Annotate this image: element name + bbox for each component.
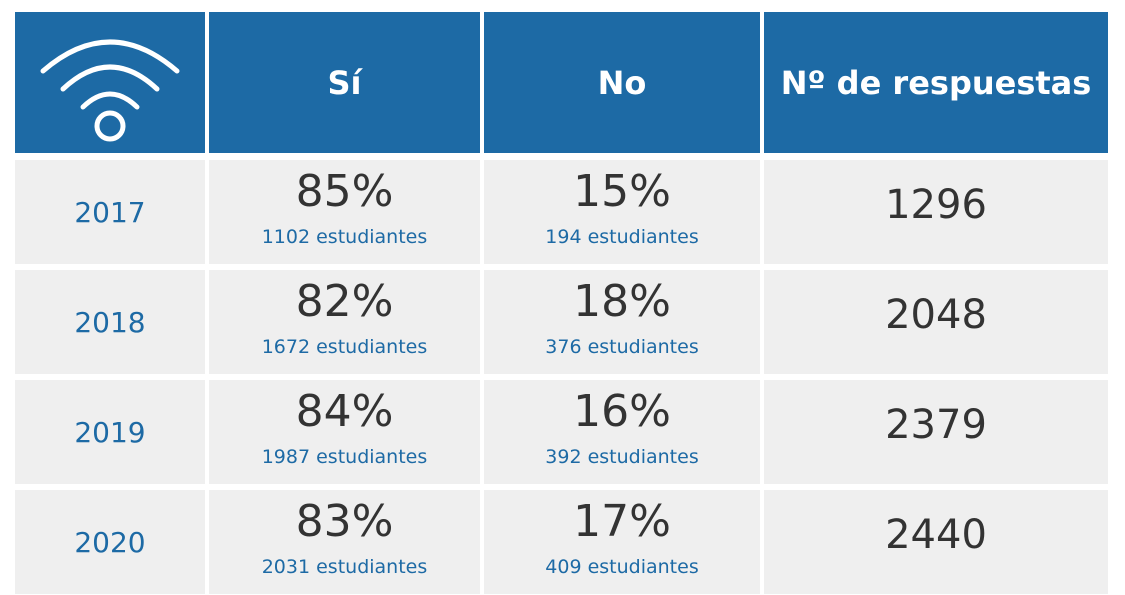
responses-cell: 2379 [764,380,1108,484]
percent: 82% [295,276,394,327]
si-cell: 85% 1102 estudiantes [209,160,480,264]
responses: 1296 [885,182,987,228]
percent: 18% [573,276,671,327]
percent: 84% [295,386,394,437]
year-cell: 2018 [15,270,205,374]
responses: 2440 [885,512,987,558]
students: 2031 estudiantes [261,556,428,578]
column-header: No [484,12,760,153]
students: 409 estudiantes [545,556,699,578]
students: 194 estudiantes [545,226,699,248]
wifi-header [15,12,205,153]
year: 2020 [74,526,146,559]
year-cell: 2017 [15,160,205,264]
responses-cell: 2440 [764,490,1108,594]
students: 1672 estudiantes [261,336,428,358]
students: 392 estudiantes [545,446,699,468]
responses-cell: 2048 [764,270,1108,374]
percent: 83% [295,496,394,547]
wifi-icon [40,39,180,141]
students: 1987 estudiantes [261,446,428,468]
no-cell: 15% 194 estudiantes [484,160,760,264]
no-cell: 17% 409 estudiantes [484,490,760,594]
year: 2019 [74,416,146,449]
year: 2017 [74,196,146,229]
year-cell: 2020 [15,490,205,594]
column-header: Nº de respuestas [764,12,1108,153]
year-cell: 2019 [15,380,205,484]
students: 1102 estudiantes [261,226,428,248]
year: 2018 [74,306,146,339]
no-cell: 16% 392 estudiantes [484,380,760,484]
si-cell: 83% 2031 estudiantes [209,490,480,594]
no-cell: 18% 376 estudiantes [484,270,760,374]
students: 376 estudiantes [545,336,699,358]
column-header: Sí [209,12,480,153]
percent: 17% [573,496,671,547]
responses: 2048 [885,292,987,338]
percent: 85% [295,166,394,217]
si-cell: 84% 1987 estudiantes [209,380,480,484]
si-cell: 82% 1672 estudiantes [209,270,480,374]
percent: 15% [573,166,671,217]
responses-cell: 1296 [764,160,1108,264]
percent: 16% [573,386,671,437]
responses: 2379 [885,402,987,448]
